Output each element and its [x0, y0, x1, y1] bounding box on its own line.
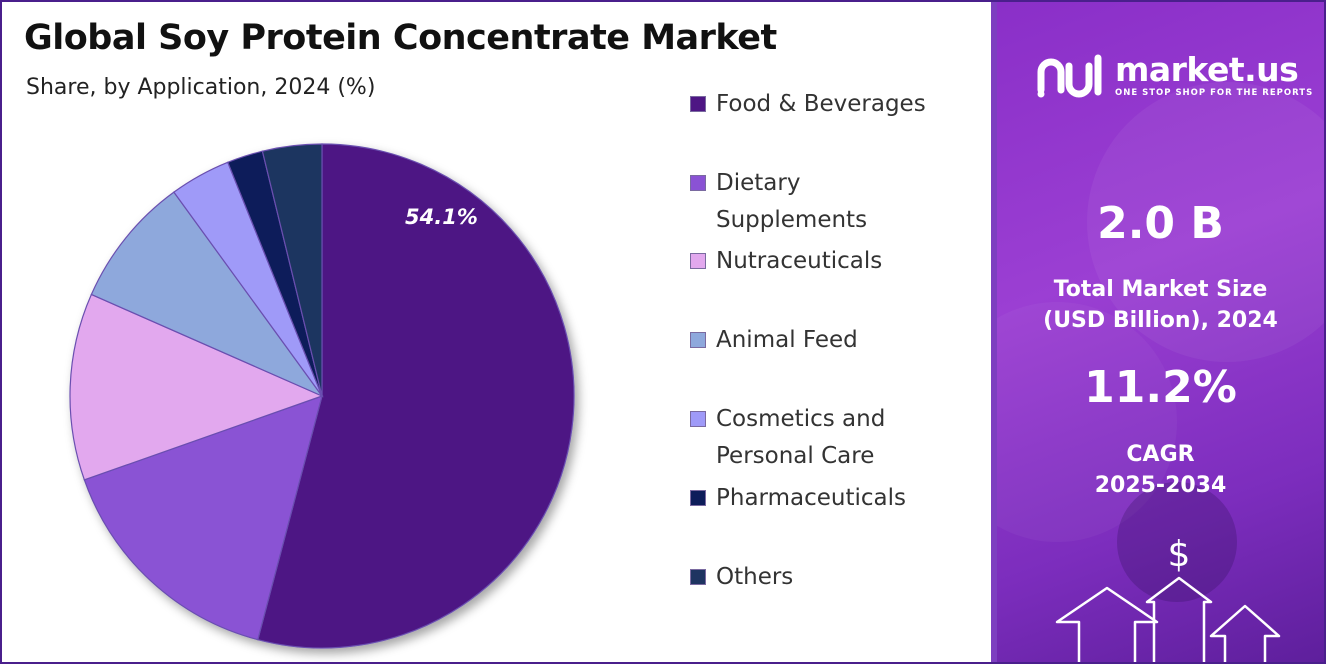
pie-slice-6	[261, 143, 323, 397]
cagr-value: 11.2%	[1084, 362, 1237, 413]
pie-slice-0	[257, 143, 575, 649]
market-size-label: Total Market Size (USD Billion), 2024	[997, 274, 1324, 336]
panel-divider	[991, 2, 997, 662]
market-size-value: 2.0 B	[1097, 198, 1224, 249]
up-arrow-icon	[1145, 576, 1213, 662]
cagr-label-line: 2025-2034	[1094, 473, 1227, 498]
stats-panel: market.us ONE STOP SHOP FOR THE REPORTS …	[997, 2, 1324, 662]
dollar-sign: $	[1168, 534, 1191, 575]
up-arrow-icon	[1055, 586, 1159, 662]
cagr-label: CAGR 2025-2034	[997, 439, 1324, 501]
growth-arrows-decoration: $	[1055, 534, 1281, 662]
brand-name: market.us	[1115, 50, 1299, 89]
brand-logo: market.us ONE STOP SHOP FOR THE REPORTS	[1035, 48, 1315, 108]
pie-chart: 54.1%	[69, 143, 575, 649]
chart-panel: Global Soy Protein Concentrate Market Sh…	[2, 2, 992, 662]
pie-slice-1	[83, 395, 323, 641]
up-arrow-icon	[1209, 604, 1281, 662]
market-us-logo-icon	[1037, 54, 1102, 98]
slice-data-label: 54.1%	[405, 205, 478, 229]
background-decoration	[1087, 82, 1324, 362]
coffee-cup-decoration	[1117, 482, 1237, 602]
chart-title: Global Soy Protein Concentrate Market	[24, 18, 777, 58]
cagr-label-line: CAGR	[1126, 442, 1195, 467]
market-size-label-line: Total Market Size	[1053, 277, 1268, 302]
pie-slice-2	[69, 293, 324, 481]
brand-tagline: ONE STOP SHOP FOR THE REPORTS	[1115, 88, 1314, 98]
market-size-label-line: (USD Billion), 2024	[1043, 308, 1278, 333]
pie-slice-3	[90, 191, 324, 398]
chart-subtitle: Share, by Application, 2024 (%)	[26, 75, 376, 100]
